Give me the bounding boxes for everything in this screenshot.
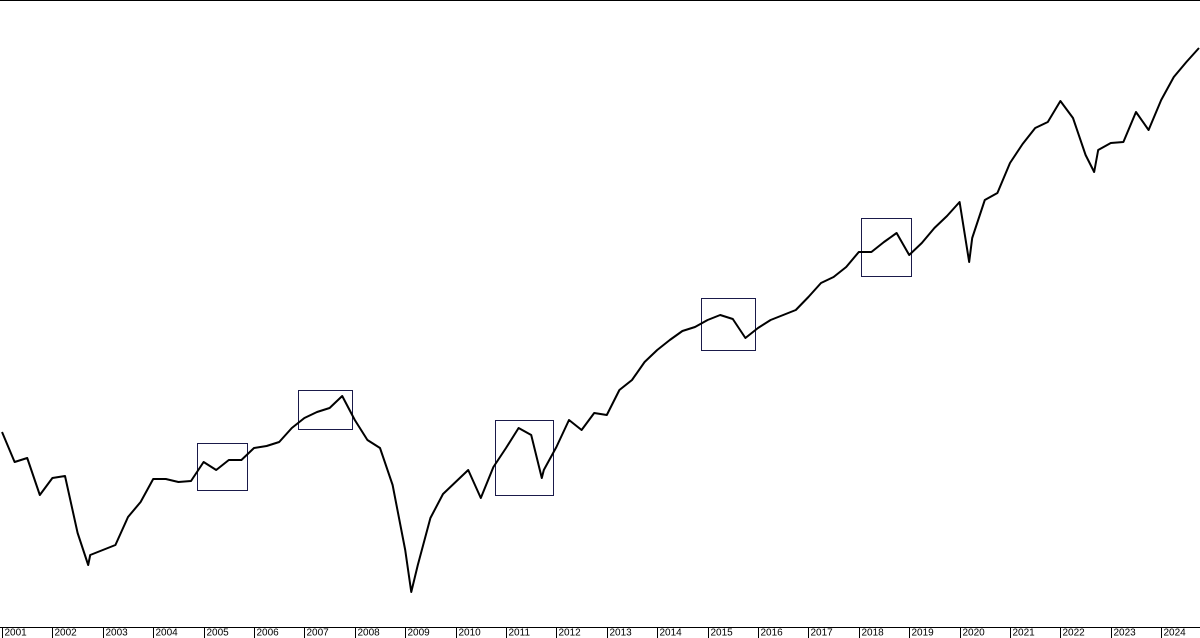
x-tick-label: 2024 bbox=[1164, 628, 1187, 638]
x-tick-label: 2008 bbox=[358, 628, 381, 638]
x-tick-label: 2016 bbox=[761, 628, 784, 638]
x-tick-label: 2023 bbox=[1114, 628, 1137, 638]
x-tick-label: 2022 bbox=[1063, 628, 1086, 638]
x-tick-label: 2006 bbox=[257, 628, 280, 638]
highlight-box bbox=[298, 390, 353, 430]
x-tick-label: 2004 bbox=[156, 628, 179, 638]
x-tick-label: 2017 bbox=[811, 628, 834, 638]
x-tick-label: 2018 bbox=[862, 628, 885, 638]
x-tick-label: 2002 bbox=[55, 628, 78, 638]
x-tick-label: 2011 bbox=[509, 628, 531, 638]
highlight-box bbox=[861, 218, 912, 277]
x-tick-label: 2012 bbox=[559, 628, 582, 638]
x-tick-label: 2014 bbox=[660, 628, 683, 638]
x-tick-label: 2019 bbox=[912, 628, 935, 638]
x-tick-label: 2020 bbox=[963, 628, 986, 638]
x-tick-label: 2009 bbox=[408, 628, 431, 638]
x-tick-label: 2013 bbox=[610, 628, 633, 638]
x-tick-label: 2003 bbox=[106, 628, 129, 638]
highlight-box bbox=[197, 443, 248, 491]
highlight-box bbox=[495, 420, 554, 496]
x-tick-label: 2010 bbox=[459, 628, 482, 638]
line bbox=[1, 47, 1200, 593]
x-tick-label: 2007 bbox=[307, 628, 330, 638]
x-tick-label: 2015 bbox=[711, 628, 734, 638]
x-tick-label: 2001 bbox=[5, 628, 28, 638]
x-tick-label: 2005 bbox=[207, 628, 230, 638]
x-tick-label: 2021 bbox=[1013, 628, 1036, 638]
